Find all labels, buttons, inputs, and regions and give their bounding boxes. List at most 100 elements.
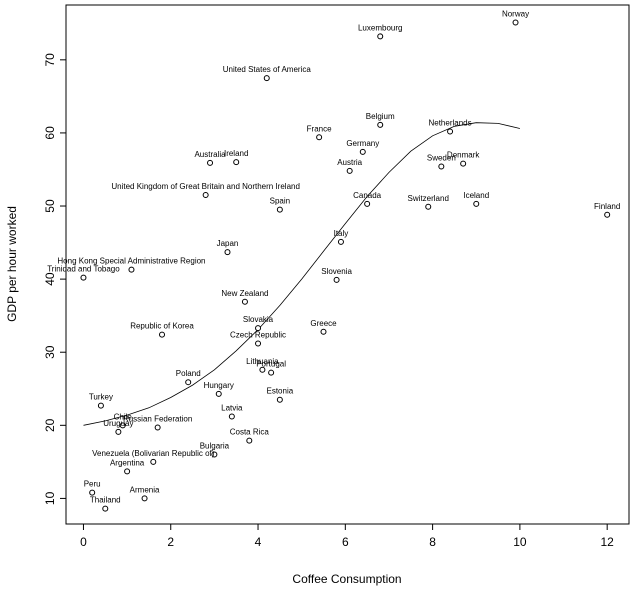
point-label: Turkey — [89, 393, 113, 402]
scatter-point: Denmark — [447, 151, 480, 167]
point-marker — [337, 238, 344, 245]
point-label: Peru — [84, 480, 101, 489]
point-label: Australia — [194, 150, 226, 159]
point-marker — [224, 249, 231, 256]
scatter-point: New Zealand — [221, 289, 269, 305]
point-label: Chile — [114, 412, 133, 421]
point-marker — [211, 451, 218, 458]
point-marker — [141, 495, 148, 502]
scatter-point: Hong Kong Special Administrative Region — [57, 257, 206, 273]
point-marker — [97, 402, 104, 409]
scatter-point: Uruguay — [103, 419, 133, 435]
point-label: Switzerland — [408, 194, 449, 203]
scatter-point: Austria — [337, 158, 363, 174]
scatter-point: Hungary — [204, 381, 234, 397]
scatter-point: Spain — [270, 197, 290, 213]
point-label: Netherlands — [428, 118, 471, 127]
y-tick-label: 60 — [43, 126, 57, 140]
point-label: Argentina — [110, 458, 145, 467]
point-label: Trinidad and Tobago — [47, 265, 120, 274]
point-label: Belgium — [366, 112, 395, 121]
scatter-point: Slovakia — [243, 315, 274, 332]
point-label: Germany — [346, 139, 379, 148]
fit-curve — [83, 122, 520, 426]
x-tick-label: 6 — [342, 535, 349, 549]
scatter-point: Iceland — [463, 191, 489, 207]
point-marker — [124, 468, 131, 475]
x-tick-label: 2 — [167, 535, 174, 549]
scatter-point: United Kingdom of Great Britain and Nort… — [111, 182, 300, 199]
scatter-point: Luxembourg — [358, 23, 402, 40]
points-layer: Norway Luxembourg United States of America… — [47, 10, 620, 512]
point-marker — [128, 266, 135, 273]
point-label: United Kingdom of Great Britain and Nort… — [111, 182, 300, 191]
scatter-point: Canada — [353, 191, 382, 207]
scatter-point: Bulgaria — [200, 442, 230, 458]
point-marker — [185, 379, 192, 386]
point-marker — [268, 369, 275, 376]
scatter-point: Italy — [334, 229, 348, 245]
x-tick-label: 8 — [429, 535, 436, 549]
point-label: Estonia — [267, 387, 294, 396]
scatter-point: Trinidad and Tobago — [47, 265, 120, 281]
scatter-point: Lithuania — [246, 357, 279, 373]
point-label: Uruguay — [103, 419, 133, 428]
point-marker — [255, 325, 262, 332]
point-label: Spain — [270, 197, 290, 206]
point-marker — [246, 437, 253, 444]
scatter-point: Ireland — [224, 149, 248, 166]
plot-frame — [65, 4, 630, 525]
point-marker — [241, 298, 248, 305]
point-marker — [364, 200, 371, 207]
point-marker — [604, 211, 611, 218]
point-marker — [473, 200, 480, 207]
point-label: Portugal — [256, 360, 286, 369]
point-marker — [102, 505, 109, 512]
scatter-point: Sweden — [427, 154, 456, 170]
point-marker — [263, 75, 270, 82]
point-marker — [150, 458, 157, 465]
point-label: Sweden — [427, 154, 456, 163]
point-label: France — [307, 124, 332, 133]
point-marker — [233, 159, 240, 166]
scatter-point: Costa Rica — [230, 428, 270, 444]
scatter-point: Chile — [114, 412, 133, 429]
scatter-point: Switzerland — [408, 194, 449, 210]
point-marker — [255, 340, 262, 347]
point-label: Luxembourg — [358, 23, 402, 32]
x-axis: 0 2 4 6 8 10 12 — [80, 524, 614, 549]
point-marker — [320, 328, 327, 335]
point-label: Austria — [337, 158, 362, 167]
scatter-point: Peru — [84, 480, 101, 496]
point-label: Costa Rica — [230, 428, 270, 437]
scatter-point: France — [307, 124, 332, 141]
point-marker — [460, 160, 467, 167]
point-label: Latvia — [221, 404, 243, 413]
point-label: Japan — [217, 239, 239, 248]
point-label: Norway — [502, 10, 529, 19]
scatter-point: United States of America — [223, 65, 311, 82]
y-tick-label: 50 — [43, 199, 57, 213]
point-label: Finland — [594, 202, 620, 211]
scatter-point: Slovenia — [321, 267, 352, 283]
point-label: Thailand — [90, 496, 121, 505]
point-marker — [346, 167, 353, 174]
scatter-point: Australia — [194, 150, 226, 166]
point-marker — [154, 424, 161, 431]
scatter-point: Thailand — [90, 496, 121, 512]
scatter-point: Republic of Korea — [130, 322, 194, 338]
y-tick-label: 30 — [43, 345, 57, 359]
scatter-point: Venezuela (Bolivarian Republic of) — [92, 449, 215, 465]
point-marker — [316, 134, 323, 141]
point-marker — [276, 206, 283, 213]
point-label: New Zealand — [221, 289, 268, 298]
y-tick-label: 40 — [43, 272, 57, 286]
point-marker — [159, 331, 166, 338]
scatter-point: Armenia — [130, 485, 160, 502]
point-marker — [333, 276, 340, 283]
point-label: Poland — [176, 369, 201, 378]
scatter-point: Argentina — [110, 458, 145, 475]
point-marker — [202, 192, 209, 199]
